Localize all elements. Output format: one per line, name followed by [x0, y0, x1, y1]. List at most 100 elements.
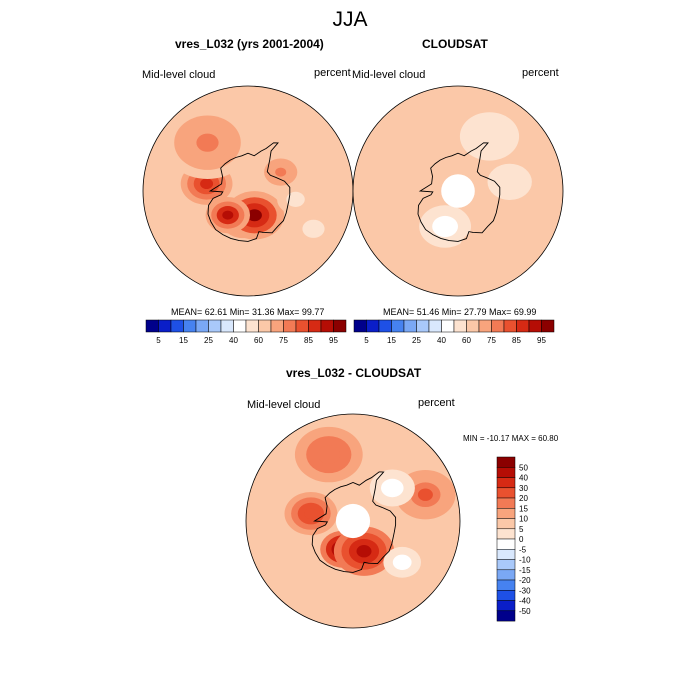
colorbar-box	[308, 319, 322, 333]
colorbar-tick-label: 40	[519, 474, 528, 483]
colorbar-tick-label: -30	[519, 586, 531, 595]
colorbar-tick-label: -15	[519, 566, 531, 575]
colorbar-tick-label: 85	[304, 336, 313, 345]
colorbar-tick-label: 40	[229, 336, 238, 345]
panel3-stats: MIN = -10.17 MAX = 60.80	[463, 434, 559, 443]
colorbar-box	[195, 319, 209, 333]
figure-title: JJA	[332, 8, 368, 31]
colorbar-box	[496, 549, 516, 560]
colorbar-tick-label: 40	[437, 336, 446, 345]
colorbar-tick-label: 60	[462, 336, 471, 345]
colorbar-2: 5 15 25 40 60 75 85 95	[353, 319, 555, 345]
map-boundary	[352, 85, 564, 297]
colorbar-tick-label: 30	[519, 484, 528, 493]
colorbar-box	[496, 569, 516, 581]
colorbar-box	[496, 456, 516, 468]
colorbar-box	[496, 579, 516, 591]
region-east-antarctic-plateau	[438, 221, 452, 232]
pole-hole	[335, 503, 371, 539]
colorbar-tick-label: -20	[519, 576, 531, 585]
colorbar-tick-label: 75	[279, 336, 288, 345]
colorbar-box	[496, 487, 516, 499]
region-indian-cool	[397, 558, 407, 567]
region-east-antarctic-mid	[247, 209, 262, 222]
colorbar-box	[258, 319, 272, 333]
field-background	[143, 86, 353, 296]
panel2-left-label: Mid-level cloud	[352, 69, 426, 81]
colorbar-tick-label: 20	[519, 494, 528, 503]
contour-field-3	[246, 414, 460, 628]
colorbar-tick-label: 15	[387, 336, 396, 345]
region-pacific-ocean	[317, 445, 341, 464]
colorbar-box	[353, 319, 367, 333]
colorbar-box	[496, 528, 516, 540]
colorbar-tick-label: -5	[519, 545, 527, 554]
panel1-stats: MEAN= 62.61 Min= 31.36 Max= 99.77	[171, 307, 325, 317]
region-weddell-cool	[386, 483, 398, 493]
colorbar-box	[453, 319, 467, 333]
panel3-left-label: Mid-level cloud	[247, 399, 321, 411]
colorbar-box	[503, 319, 517, 333]
colorbar-box	[320, 319, 334, 333]
antarctica-coastline	[311, 471, 397, 573]
colorbar-tick-label: 25	[204, 336, 213, 345]
colorbar-box	[170, 319, 184, 333]
colorbar-box	[491, 319, 505, 333]
colorbar-box	[496, 610, 516, 622]
colorbar-tick-label: 5	[364, 336, 369, 345]
colorbar-box	[466, 319, 480, 333]
colorbar-tick-label: 5	[519, 525, 524, 534]
map-panel-3	[245, 413, 461, 629]
colorbar-tick-label: 75	[487, 336, 496, 345]
colorbar-box	[528, 319, 542, 333]
region-east-antarctic-mid	[356, 545, 372, 558]
colorbar-tick-label: 95	[537, 336, 546, 345]
colorbar-box	[220, 319, 234, 333]
colorbar-tick-label: -40	[519, 597, 531, 606]
region-coastal-low	[482, 130, 497, 143]
colorbar-tick-label: 15	[519, 504, 528, 513]
region-south-atlantic	[417, 488, 433, 501]
colorbar-box	[145, 319, 159, 333]
colorbar-1: 5 15 25 40 60 75 85 95	[145, 319, 347, 345]
region-atlantic-gap	[291, 195, 301, 204]
colorbar-box	[208, 319, 222, 333]
colorbar-box	[516, 319, 530, 333]
antarctica-coastline	[417, 142, 501, 242]
colorbar-tick-label: 5	[156, 336, 161, 345]
colorbar-tick-label: 0	[519, 535, 524, 544]
panel2-stats: MEAN= 51.46 Min= 27.79 Max= 69.99	[383, 307, 537, 317]
colorbar-tick-label: 85	[512, 336, 521, 345]
panel1-right-label: percent	[314, 67, 351, 79]
colorbar-box	[391, 319, 405, 333]
colorbar-box	[441, 319, 455, 333]
colorbar-box	[295, 319, 309, 333]
panel2-title: CLOUDSAT	[422, 37, 488, 51]
colorbar-tick-label: 60	[254, 336, 263, 345]
colorbar-box	[416, 319, 430, 333]
map-boundary	[245, 413, 461, 629]
colorbar-box	[245, 319, 259, 333]
colorbar-box	[366, 319, 380, 333]
colorbar-tick-label: 50	[519, 463, 528, 472]
contour-field-1	[143, 86, 353, 296]
region-pacific-sector	[196, 133, 219, 152]
colorbar-box	[403, 319, 417, 333]
colorbar-box	[378, 319, 392, 333]
region-indian-sector	[485, 247, 504, 263]
colorbar-box	[496, 477, 516, 489]
colorbar-tick-label: -50	[519, 607, 531, 616]
map-panel-2	[352, 85, 564, 297]
panel1-title: vres_L032 (yrs 2001-2004)	[175, 37, 324, 51]
region-ross-sea	[304, 508, 318, 519]
region-weddell-sea	[275, 167, 287, 177]
colorbar-box	[496, 467, 516, 478]
colorbar-box	[496, 600, 516, 612]
panel3-right-label: percent	[418, 397, 455, 409]
colorbar-box	[496, 538, 516, 550]
colorbar-box	[478, 319, 492, 333]
colorbar-box	[283, 319, 297, 333]
region-ross-sea-tongue	[200, 178, 214, 189]
